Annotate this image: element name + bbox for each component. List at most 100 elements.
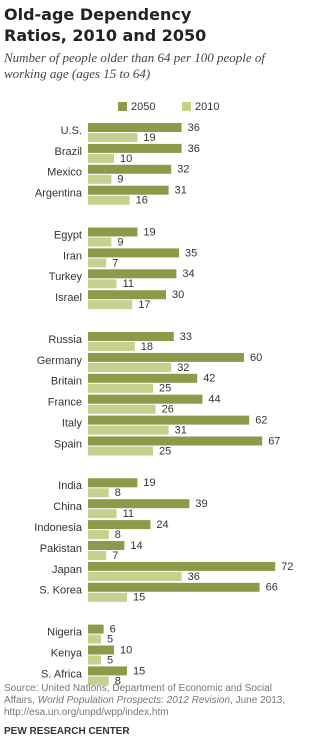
bar [88, 571, 182, 581]
value-label: 17 [138, 299, 150, 311]
value-label: 9 [117, 236, 123, 248]
value-label: 36 [188, 571, 200, 583]
value-label: 30 [172, 289, 184, 301]
bar [88, 404, 156, 414]
value-label: 15 [133, 665, 145, 677]
bar [88, 185, 169, 195]
value-label: 5 [107, 634, 113, 646]
value-label: 39 [195, 498, 207, 510]
bar [88, 478, 138, 488]
value-label: 9 [117, 174, 123, 186]
y-tick-label: Indonesia [34, 522, 83, 534]
y-tick-label: Argentina [35, 188, 83, 200]
bar [88, 174, 112, 184]
value-label: 19 [143, 132, 155, 144]
bar [88, 269, 177, 279]
bar [88, 551, 107, 560]
value-label: 25 [159, 383, 171, 395]
bar [88, 676, 109, 686]
value-label: 10 [120, 153, 132, 165]
y-tick-label: India [58, 480, 83, 492]
y-tick-label: Italy [62, 418, 83, 430]
value-label: 26 [162, 404, 174, 416]
value-label: 15 [133, 592, 145, 604]
bar [88, 164, 172, 174]
value-label: 36 [188, 143, 200, 155]
bar [88, 373, 198, 383]
y-tick-label: Japan [52, 564, 82, 576]
value-label: 33 [180, 331, 192, 343]
value-label: 35 [185, 247, 197, 259]
value-label: 62 [255, 415, 267, 427]
legend-label: 2050 [131, 101, 155, 113]
bar [88, 666, 127, 676]
bar [88, 624, 104, 634]
bar [88, 488, 109, 498]
bar [88, 143, 182, 153]
source-text: , June 2013, http://esa.un.org/unpd/wpp/… [4, 695, 286, 718]
credit: PEW RESEARCH CENTER [4, 726, 130, 737]
value-label: 7 [112, 550, 118, 562]
y-tick-label: France [48, 397, 82, 409]
bar [88, 258, 107, 268]
value-label: 24 [156, 519, 168, 531]
value-label: 31 [175, 425, 187, 437]
source-note: Source: United Nations, Department of Ec… [4, 683, 304, 719]
legend-swatch [182, 102, 191, 111]
bar [88, 383, 153, 393]
value-label: 5 [107, 654, 113, 666]
bar [88, 561, 276, 571]
bar [88, 300, 133, 310]
value-label: 72 [281, 561, 293, 573]
bar [88, 530, 109, 540]
y-tick-label: Israel [55, 292, 82, 304]
legend-swatch [118, 102, 127, 111]
bar [88, 425, 169, 435]
y-tick-label: Egypt [54, 229, 82, 241]
value-label: 32 [177, 164, 189, 176]
value-label: 42 [203, 373, 215, 385]
bar [88, 655, 101, 665]
bar [88, 415, 250, 425]
bar [88, 153, 114, 163]
chart-subtitle: Number of people older than 64 per 100 p… [4, 50, 266, 81]
y-tick-label: Germany [37, 355, 83, 367]
value-label: 18 [141, 341, 153, 353]
page: 2050 2010 U.S. 36 19 Brazil 36 10 Mexico 32 9 Argen… [4, 5, 304, 737]
bar [88, 248, 179, 258]
bar [88, 195, 130, 205]
y-tick-label: Mexico [47, 167, 82, 179]
y-tick-label: Russia [48, 334, 83, 346]
bar [88, 123, 182, 132]
bar [88, 634, 101, 644]
bar [88, 342, 135, 351]
bar [88, 362, 172, 372]
source-text: World Population Prospects: 2012 Revisio… [37, 695, 231, 706]
bar [88, 133, 138, 142]
bar [88, 582, 260, 592]
y-tick-label: S. Africa [41, 668, 83, 680]
source-text: Source: United Nations, Department of Ec… [4, 683, 272, 706]
value-label: 36 [188, 122, 200, 134]
value-label: 11 [123, 508, 134, 520]
value-label: 44 [208, 394, 220, 406]
y-tick-label: Kenya [51, 647, 83, 659]
value-label: 7 [112, 257, 118, 269]
value-label: 6 [110, 624, 116, 636]
bar [88, 237, 112, 247]
y-tick-label: Nigeria [47, 627, 83, 639]
value-label: 32 [177, 362, 189, 374]
bar [88, 541, 125, 550]
bar [88, 352, 244, 362]
value-label: 8 [115, 529, 121, 541]
chart-title: Old-age Dependency Ratios, 2010 and 2050 [4, 5, 207, 45]
bar [88, 645, 114, 655]
y-tick-label: Iran [63, 250, 82, 262]
value-label: 25 [159, 445, 171, 457]
y-tick-label: Pakistan [40, 543, 82, 555]
y-tick-label: Spain [54, 438, 82, 450]
value-label: 10 [120, 644, 132, 656]
bar [88, 509, 117, 519]
bar [88, 332, 174, 341]
bar [88, 499, 190, 509]
